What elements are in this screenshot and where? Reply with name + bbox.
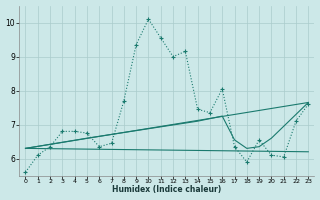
X-axis label: Humidex (Indice chaleur): Humidex (Indice chaleur) <box>112 185 221 194</box>
